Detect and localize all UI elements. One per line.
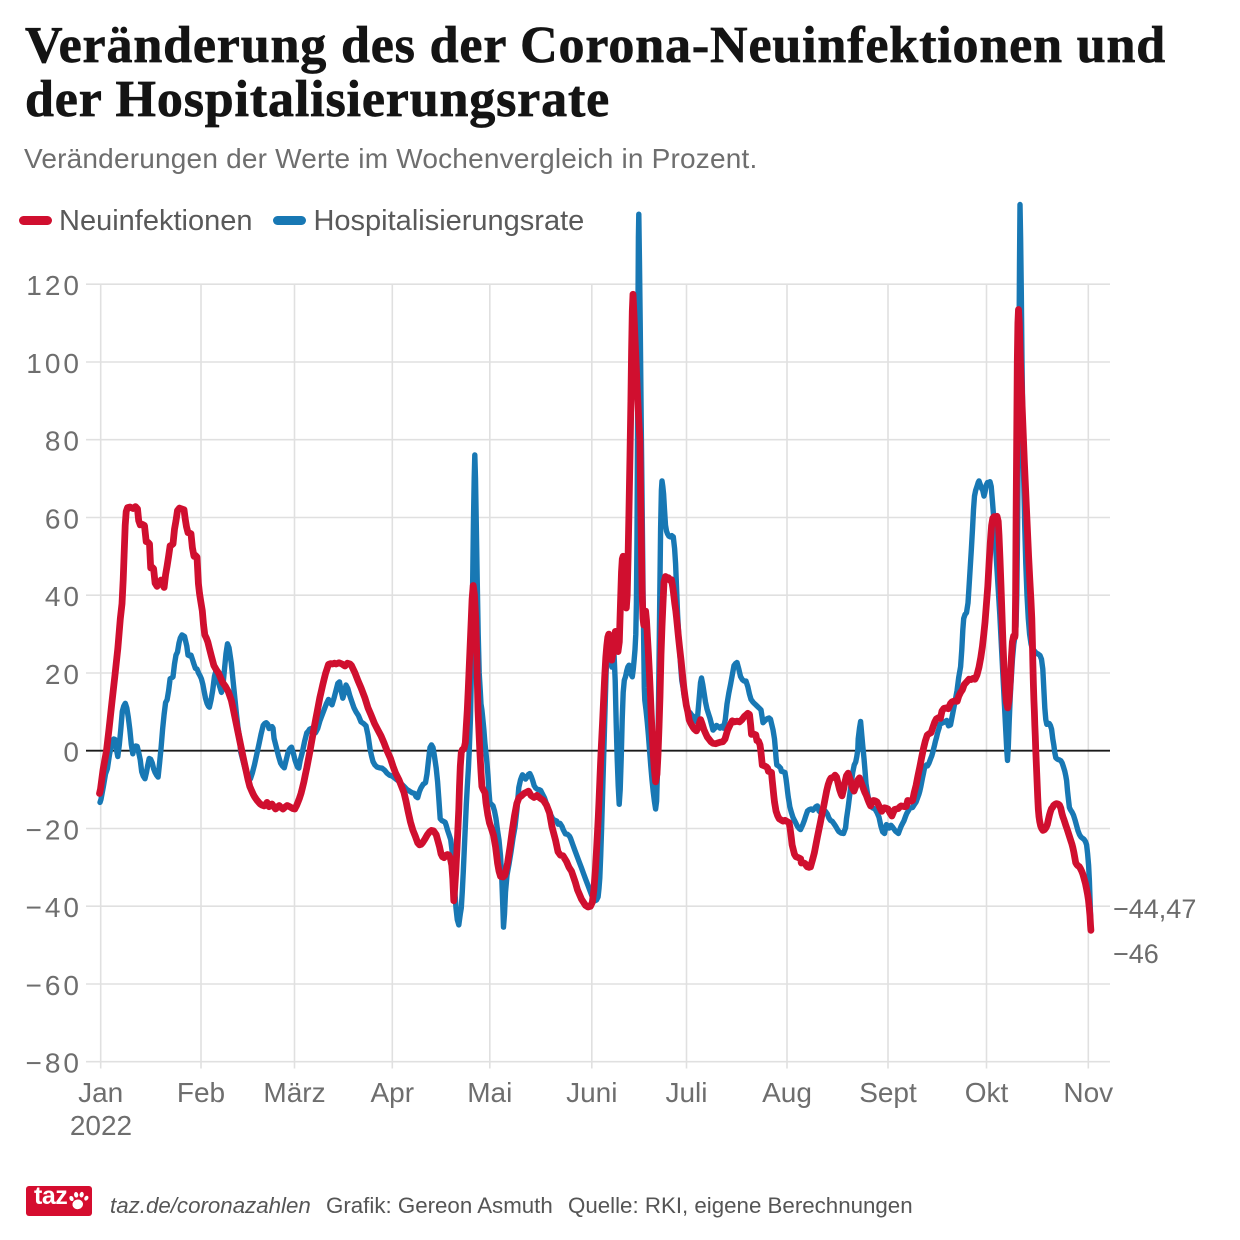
svg-text:März: März (263, 1077, 325, 1108)
svg-text:−44,47: −44,47 (1113, 894, 1196, 924)
svg-text:0: 0 (63, 737, 82, 768)
svg-text:2022: 2022 (70, 1110, 132, 1141)
svg-text:Mai: Mai (467, 1077, 512, 1108)
svg-text:Juli: Juli (665, 1077, 707, 1108)
svg-text:20: 20 (45, 659, 82, 690)
svg-text:−20: −20 (26, 815, 83, 846)
svg-text:Feb: Feb (177, 1077, 225, 1108)
svg-text:40: 40 (45, 581, 82, 612)
svg-text:60: 60 (45, 504, 82, 535)
svg-text:100: 100 (26, 348, 82, 379)
svg-text:Jan: Jan (78, 1077, 123, 1108)
svg-text:−46: −46 (1113, 939, 1159, 969)
svg-text:120: 120 (26, 270, 82, 301)
svg-text:−80: −80 (26, 1048, 83, 1079)
svg-text:Aug: Aug (762, 1077, 812, 1108)
svg-text:Nov: Nov (1063, 1077, 1113, 1108)
svg-text:−40: −40 (26, 892, 83, 923)
svg-text:−60: −60 (26, 970, 83, 1001)
svg-text:Okt: Okt (965, 1077, 1009, 1108)
svg-text:Sept: Sept (859, 1077, 917, 1108)
svg-text:80: 80 (45, 426, 82, 457)
svg-text:Juni: Juni (566, 1077, 617, 1108)
svg-text:Apr: Apr (371, 1077, 415, 1108)
